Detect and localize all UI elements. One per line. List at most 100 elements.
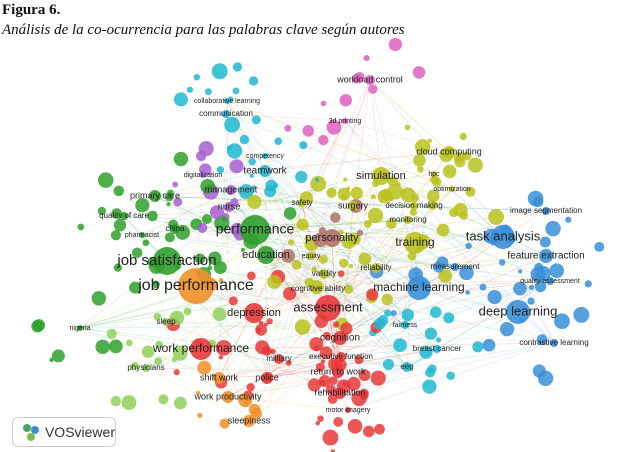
node: [451, 263, 459, 271]
minor-node: [229, 159, 244, 174]
minor-node: [459, 132, 467, 141]
edge: [340, 356, 408, 368]
minor-node: [332, 321, 340, 328]
minor-node: [266, 318, 273, 325]
node-label: eeg: [400, 362, 413, 371]
node-label: job performance: [137, 277, 254, 294]
edge: [141, 228, 176, 236]
edge: [310, 242, 416, 257]
minor-node: [208, 251, 222, 266]
minor-node: [226, 143, 243, 159]
minor-node: [258, 320, 264, 326]
node-label: safety: [291, 198, 312, 207]
minor-node: [251, 115, 261, 125]
figure-title: Análisis de la co-ocurrencia para las pa…: [2, 22, 405, 38]
minor-node: [249, 173, 254, 178]
minor-node: [465, 186, 476, 197]
minor-node: [322, 429, 339, 446]
minor-node: [315, 421, 321, 426]
minor-node: [126, 339, 133, 347]
minor-node: [374, 423, 385, 435]
minor-node: [264, 347, 272, 355]
node-label: pharmacist: [125, 232, 159, 239]
edge: [369, 79, 551, 282]
minor-node: [354, 355, 364, 365]
minor-node: [218, 278, 224, 283]
minor-node: [216, 166, 225, 174]
minor-node: [317, 415, 324, 422]
edge: [266, 356, 342, 379]
edge: [226, 100, 312, 257]
minor-node: [131, 247, 143, 258]
minor-node: [358, 369, 371, 382]
minor-node: [320, 359, 326, 364]
minor-node: [488, 209, 505, 225]
minor-node: [183, 307, 192, 316]
minor-node: [164, 232, 175, 243]
edge: [339, 266, 456, 339]
minor-node: [339, 94, 352, 107]
node-label: image segmentation: [510, 206, 582, 215]
minor-node: [388, 37, 402, 52]
node: [244, 303, 264, 323]
node-label: military: [266, 354, 291, 363]
minor-node: [240, 247, 245, 252]
minor-node: [284, 124, 292, 132]
node-label: cloud computing: [416, 146, 482, 156]
node: [170, 224, 180, 234]
minor-node: [549, 263, 565, 279]
node: [120, 212, 128, 220]
minor-node: [584, 280, 592, 288]
edge: [278, 348, 438, 360]
edge: [226, 100, 453, 190]
minor-node: [173, 369, 180, 376]
minor-node: [248, 403, 261, 416]
edge: [369, 79, 450, 153]
node: [153, 247, 181, 275]
minor-node: [333, 416, 344, 427]
minor-node: [438, 269, 453, 283]
edge: [344, 120, 382, 177]
minor-node: [169, 310, 185, 326]
node: [259, 165, 271, 177]
edge: [141, 234, 167, 323]
edge: [266, 173, 435, 379]
edge: [225, 113, 339, 373]
minor-node: [465, 242, 472, 250]
node-label: work productivity: [193, 391, 262, 401]
edge: [165, 237, 333, 323]
edge: [202, 174, 416, 244]
edge: [228, 206, 333, 239]
minor-node: [218, 355, 223, 360]
logo-text: VOSviewer: [44, 424, 115, 440]
edge: [266, 348, 438, 379]
edge: [218, 79, 371, 379]
edge: [166, 260, 220, 379]
edge: [404, 188, 453, 326]
edge: [266, 348, 438, 379]
edge: [79, 327, 408, 368]
edge: [266, 280, 551, 379]
minor-node: [209, 205, 224, 220]
edge: [331, 210, 547, 239]
minor-node: [363, 54, 370, 62]
minor-node: [110, 230, 122, 241]
minor-node: [307, 378, 322, 392]
minor-node: [197, 360, 212, 375]
minor-node: [422, 379, 437, 394]
node-label: surgery: [338, 200, 369, 210]
minor-node: [462, 151, 472, 161]
edge: [339, 287, 420, 394]
minor-node: [537, 370, 554, 387]
edge: [141, 189, 232, 236]
minor-node: [121, 395, 137, 411]
minor-node: [113, 219, 127, 232]
minor-node: [173, 92, 188, 107]
edge: [266, 79, 371, 379]
minor-node: [294, 319, 311, 335]
edge: [154, 195, 415, 207]
edge: [253, 280, 551, 314]
minor-node: [232, 87, 240, 95]
minor-node: [108, 339, 123, 354]
minor-node: [224, 116, 241, 133]
